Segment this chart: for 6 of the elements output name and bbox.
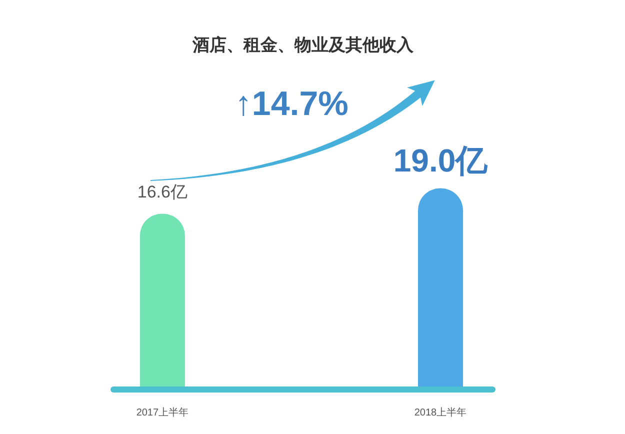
- x-tick-label: 2017上半年: [136, 406, 189, 418]
- x-tick-label: 2018上半年: [414, 406, 467, 418]
- text: ↑14.7%: [234, 85, 348, 124]
- data-label: 19.0亿: [393, 142, 489, 178]
- data-label: 16.6亿: [137, 182, 188, 202]
- chart-title: 酒店、租金、物业及其他收入: [192, 36, 414, 54]
